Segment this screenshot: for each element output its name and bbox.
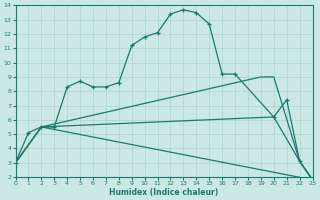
X-axis label: Humidex (Indice chaleur): Humidex (Indice chaleur) (109, 188, 219, 197)
